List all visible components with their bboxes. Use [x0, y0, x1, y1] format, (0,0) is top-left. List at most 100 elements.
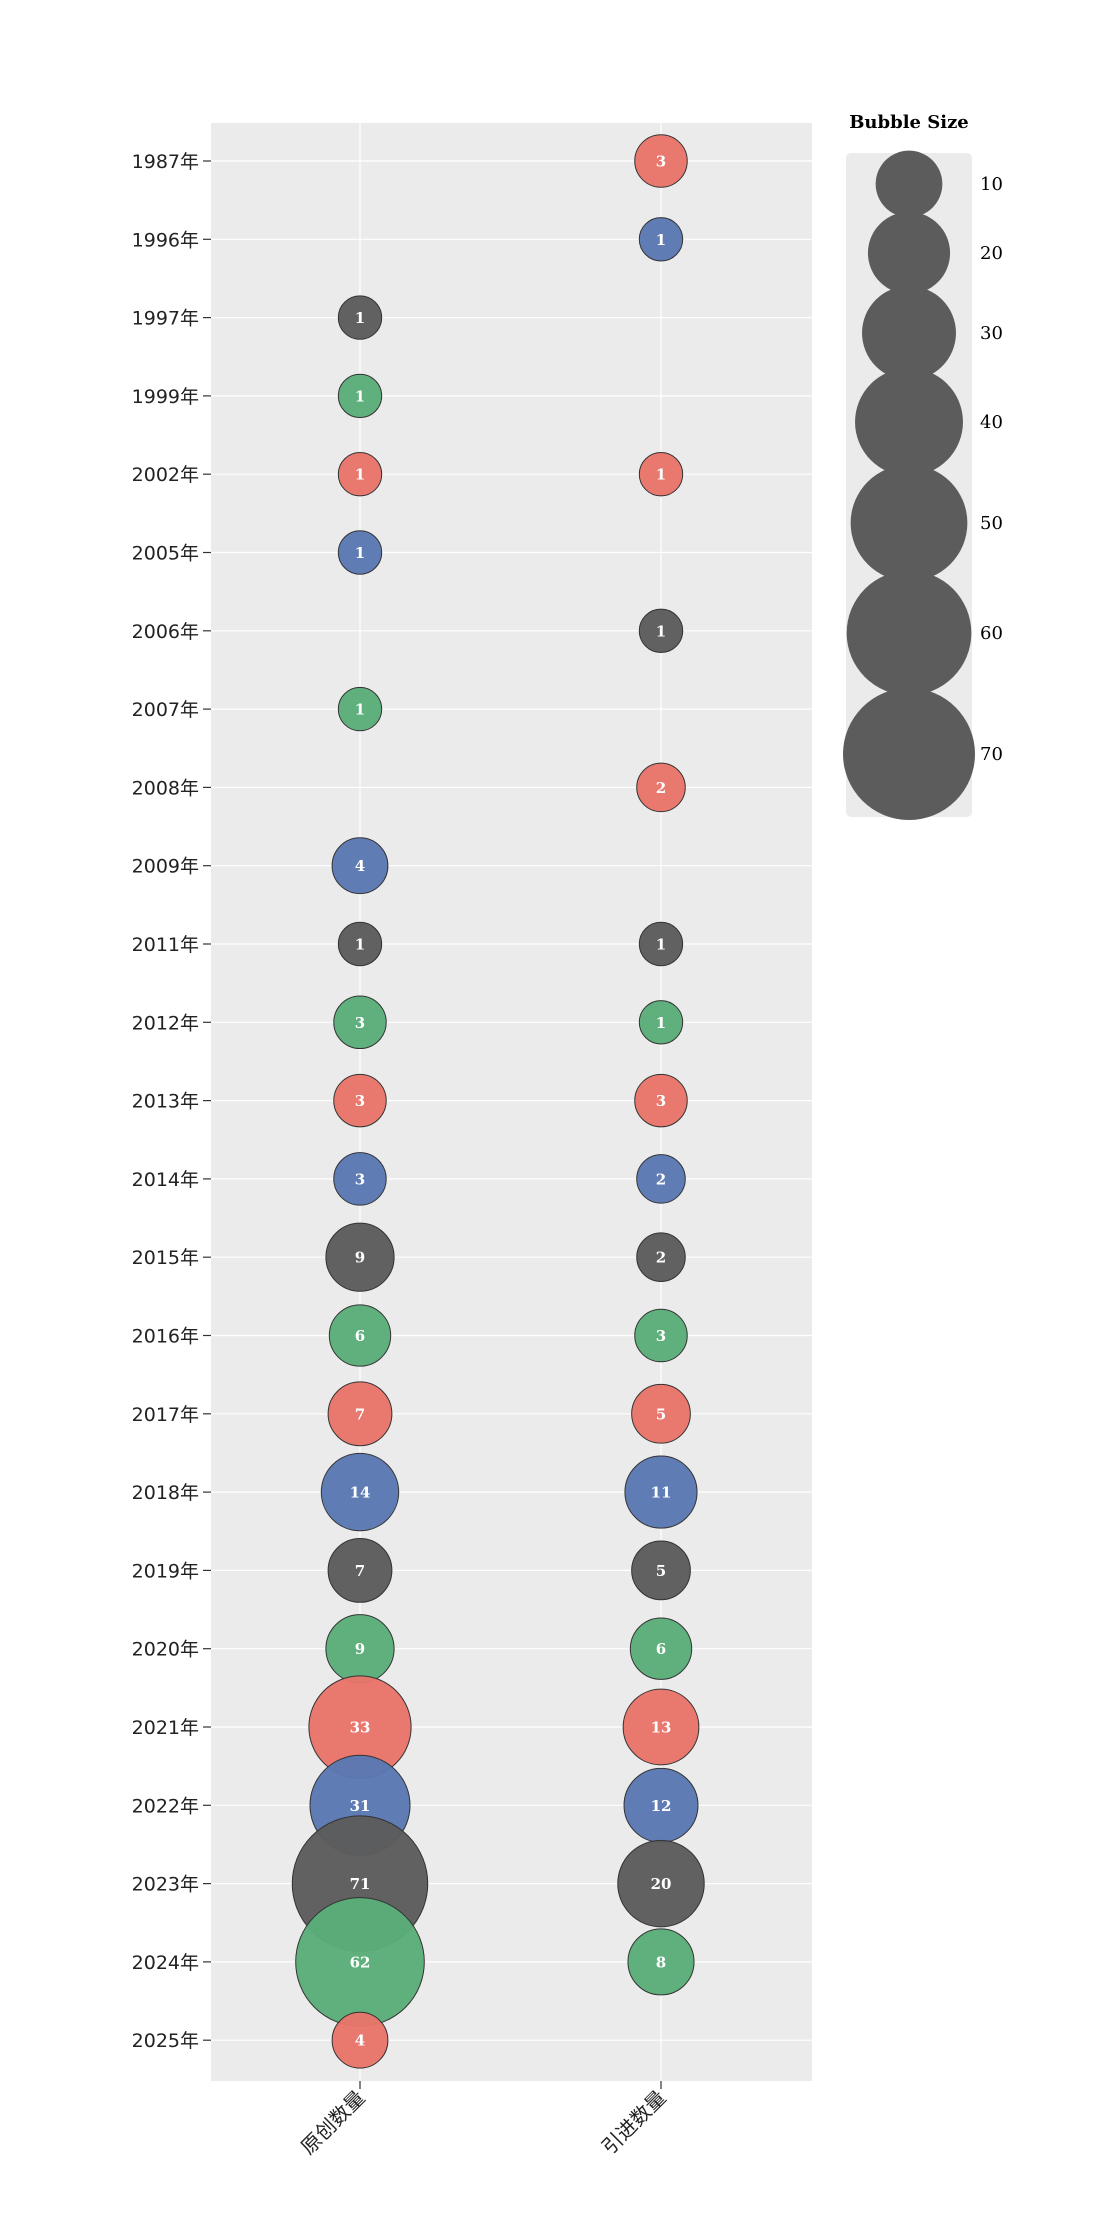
y-tick-label: 2020年 [132, 1639, 199, 1661]
y-tick-label: 2024年 [132, 1952, 199, 1974]
legend-size-label: 30 [980, 323, 1003, 344]
bubble [634, 1073, 688, 1128]
x-axis: 原创数量 引进数量 [296, 2081, 671, 2159]
bubble [333, 1073, 387, 1128]
bubble [337, 921, 383, 967]
bubble-label: 31 [350, 1797, 371, 1815]
plot-panel [211, 123, 812, 2081]
legend-size-label: 10 [980, 174, 1003, 195]
y-tick-label: 2013年 [132, 1091, 199, 1113]
bubble-label: 7 [355, 1562, 365, 1580]
bubble [631, 1540, 691, 1601]
legend-title: Bubble Size [849, 112, 969, 133]
bubble [636, 1154, 686, 1204]
bubble-label: 4 [355, 857, 365, 875]
bubble-label: 1 [355, 544, 365, 562]
legend-size-marker [875, 150, 943, 218]
bubble-label: 9 [355, 1249, 365, 1267]
bubble [333, 1152, 387, 1206]
legend-size-label: 50 [980, 513, 1003, 534]
bubble-label: 5 [656, 1405, 666, 1423]
bubble-label: 1 [656, 936, 666, 954]
y-tick-label: 2015年 [132, 1247, 199, 1269]
bubble-label: 12 [651, 1797, 672, 1815]
y-tick-label: 2016年 [132, 1326, 199, 1348]
legend-size-marker [862, 286, 956, 380]
y-tick-label: 2009年 [132, 856, 199, 878]
y-tick-label: 2012年 [132, 1012, 199, 1034]
bubble-label: 1 [656, 622, 666, 640]
y-tick-label: 2022年 [132, 1795, 199, 1817]
bubble [631, 1383, 691, 1444]
bubble-label: 2 [656, 1170, 666, 1188]
bubble-label: 6 [355, 1327, 365, 1345]
legend-size-marker [850, 464, 968, 582]
legend-size-label: 60 [980, 623, 1003, 644]
bubble-label: 71 [350, 1875, 371, 1893]
bubble [327, 1381, 393, 1447]
bubble-label: 5 [656, 1562, 666, 1580]
bubble [337, 452, 383, 497]
bubble [337, 530, 383, 575]
y-tick-label: 2014年 [132, 1169, 199, 1191]
bubble-label: 33 [350, 1719, 371, 1737]
bubble-label: 3 [355, 1014, 365, 1032]
bubble-label: 3 [656, 1327, 666, 1345]
bubble [638, 452, 684, 497]
bubble [337, 295, 383, 340]
bubble [331, 837, 389, 895]
bubble-label: 11 [651, 1484, 672, 1502]
bubble [337, 686, 383, 732]
bubble [638, 217, 684, 262]
bubble-label: 1 [355, 387, 365, 405]
y-tick-label: 1996年 [132, 229, 199, 251]
y-tick-label: 2018年 [132, 1482, 199, 1504]
bubble-label: 7 [355, 1405, 365, 1423]
bubble-label: 1 [656, 231, 666, 249]
bubble-label: 1 [355, 701, 365, 719]
bubble [638, 1000, 684, 1045]
bubble-label: 1 [656, 1014, 666, 1032]
bubble [337, 373, 383, 419]
bubble [622, 1688, 700, 1766]
y-tick-label: 2025年 [132, 2030, 199, 2052]
x-tick-label: 原创数量 [296, 2086, 370, 2160]
bubble-label: 62 [350, 1953, 371, 1971]
bubble-label: 1 [355, 936, 365, 954]
bubble [638, 608, 684, 653]
bubble [629, 1617, 693, 1680]
y-tick-label: 2023年 [132, 1874, 199, 1896]
bubble [333, 995, 387, 1050]
bubble [636, 1232, 686, 1282]
legend-size-marker [867, 211, 951, 295]
legend-size-marker [855, 368, 963, 476]
bubble [320, 1452, 400, 1532]
y-axis: 1987年 1996年 1997年 1999年 2002年 2005年 2006年 2007年… [132, 151, 211, 2052]
bubble [638, 921, 684, 967]
bubble-label: 6 [656, 1640, 666, 1658]
bubble-label: 3 [656, 153, 666, 171]
y-tick-label: 2017年 [132, 1404, 199, 1426]
bubble [328, 1304, 392, 1367]
bubble-label: 3 [355, 1092, 365, 1110]
bubble-label: 4 [355, 2032, 365, 2050]
bubble-label: 1 [355, 309, 365, 327]
bubble-label: 9 [355, 1640, 365, 1658]
bubble [331, 2011, 389, 2069]
y-tick-label: 2002年 [132, 464, 199, 486]
y-tick-label: 1999年 [132, 386, 199, 408]
y-tick-label: 2007年 [132, 699, 199, 721]
grid-lines [211, 123, 812, 2081]
bubble-label: 1 [656, 466, 666, 484]
bubble-label: 2 [656, 1249, 666, 1267]
y-tick-label: 2006年 [132, 621, 199, 643]
y-tick-label: 1997年 [132, 308, 199, 330]
bubble-label: 20 [651, 1875, 672, 1893]
x-tick-label: 引进数量 [597, 2086, 671, 2160]
bubble [627, 1928, 695, 1996]
y-tick-label: 2008年 [132, 777, 199, 799]
y-tick-label: 2021年 [132, 1717, 199, 1739]
bubble-label: 3 [656, 1092, 666, 1110]
y-tick-label: 2019年 [132, 1560, 199, 1582]
bubble [636, 762, 686, 813]
